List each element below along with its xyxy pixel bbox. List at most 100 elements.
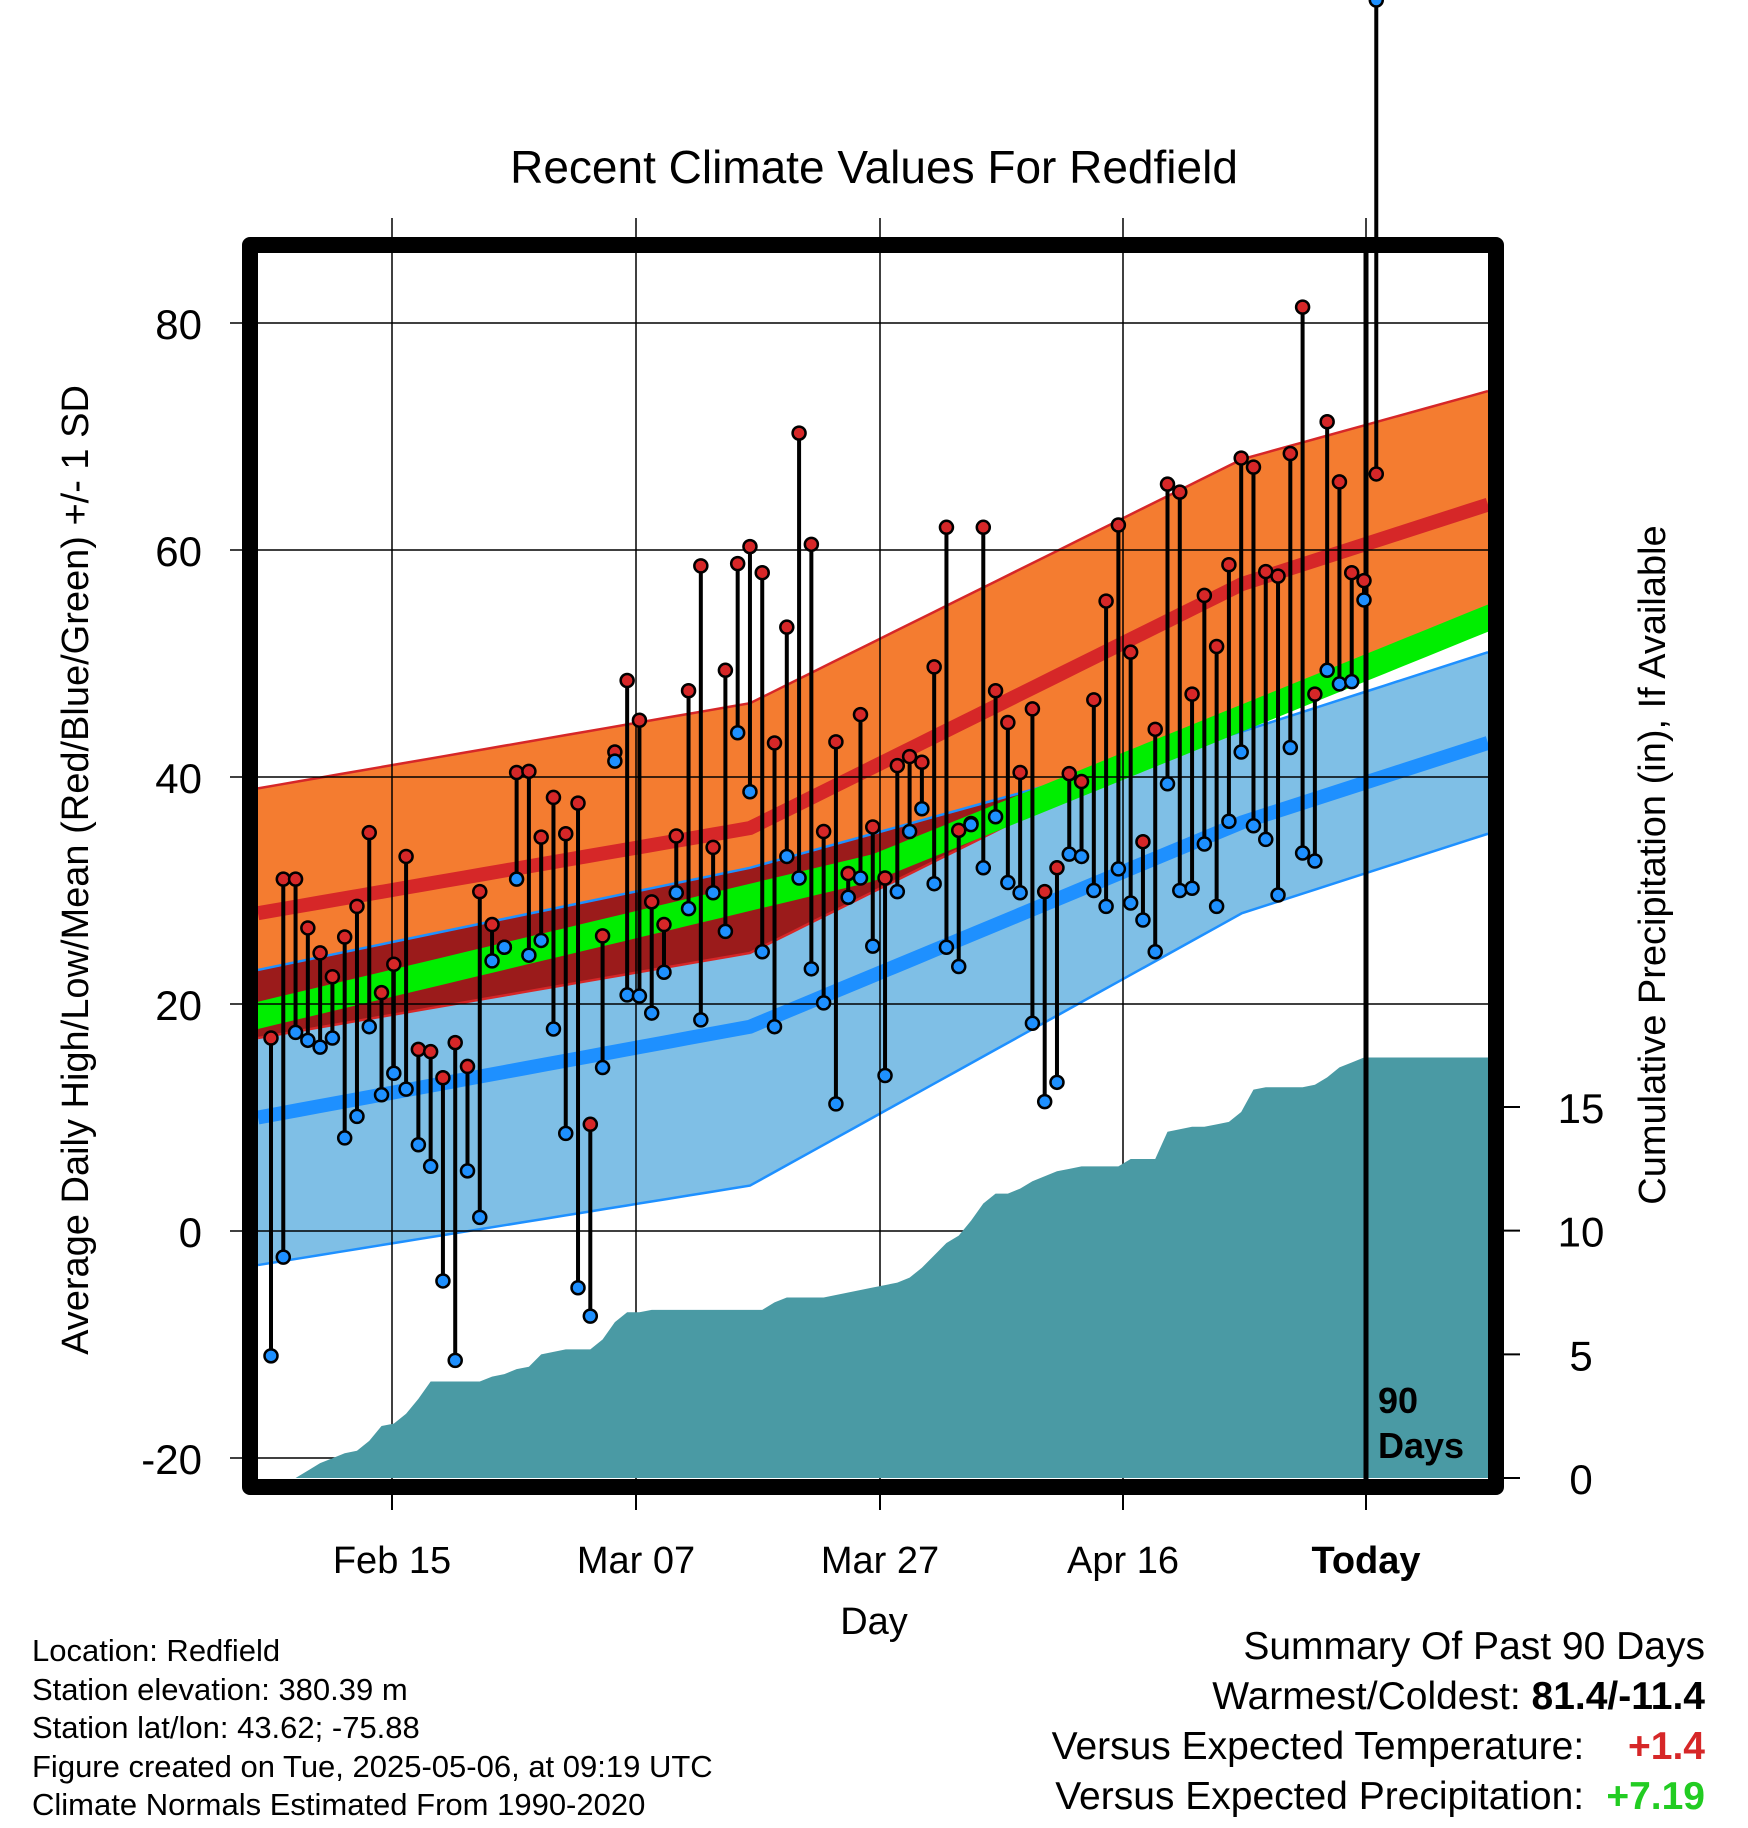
temp-label: Versus Expected Temperature: (1051, 1725, 1585, 1768)
low-point (852, 870, 869, 886)
high-point (1368, 466, 1385, 482)
low-point (1086, 882, 1102, 899)
high-point (950, 822, 967, 839)
high-point (643, 894, 660, 910)
high-point (693, 558, 709, 574)
high-point (828, 734, 844, 750)
low-point (963, 816, 979, 833)
high-point (1159, 476, 1176, 492)
high-point (361, 824, 377, 841)
high-point (1319, 413, 1335, 430)
x-tick-label: Mar 27 (821, 1540, 939, 1582)
high-point (300, 920, 316, 936)
low-point (1159, 776, 1176, 792)
high-point (1245, 459, 1262, 475)
high-point (742, 538, 758, 555)
low-point (766, 1018, 783, 1035)
warm-cold-label: Warmest/Coldest: (1212, 1675, 1521, 1718)
high-point (1331, 474, 1348, 490)
high-point (533, 829, 549, 845)
low-point (1343, 673, 1360, 690)
y-tick-label: 20 (155, 982, 202, 1029)
high-point (1343, 564, 1360, 581)
high-point (410, 1041, 427, 1058)
low-point (926, 875, 942, 892)
x-axis-label: Day (840, 1601, 908, 1643)
high-point (729, 555, 746, 572)
low-point (729, 724, 746, 741)
precip-value: +7.19 (1606, 1775, 1705, 1818)
low-point (398, 1081, 414, 1097)
high-point (717, 662, 734, 679)
high-point (557, 826, 574, 842)
high-point (1184, 686, 1200, 702)
high-point (1061, 765, 1078, 782)
high-point (1135, 833, 1151, 850)
temp-row: Versus Expected Temperature: +1.4 (1052, 1722, 1705, 1772)
high-point (815, 823, 832, 840)
low-point (619, 987, 635, 1003)
low-point (324, 1030, 341, 1046)
high-point (791, 425, 807, 441)
low-point (1221, 813, 1237, 830)
low-point (975, 860, 992, 876)
high-point (1221, 557, 1237, 573)
high-point (1172, 484, 1188, 500)
high-point (324, 969, 341, 985)
low-point (889, 883, 906, 900)
low-point (435, 1273, 451, 1289)
high-point (901, 748, 918, 765)
low-point (263, 1348, 279, 1364)
high-point (1073, 773, 1090, 790)
low-point (447, 1352, 463, 1369)
low-point (1110, 861, 1127, 877)
low-point (742, 784, 758, 800)
low-point (373, 1087, 390, 1103)
low-point (705, 885, 721, 901)
high-point (459, 1058, 476, 1075)
low-point (472, 1209, 488, 1226)
low-point (275, 1249, 292, 1265)
low-point (1049, 1074, 1065, 1091)
high-point (1024, 701, 1041, 717)
high-point (287, 871, 304, 887)
high-point (582, 1116, 599, 1133)
high-point (1270, 568, 1286, 584)
low-point (287, 1024, 304, 1041)
high-point (619, 672, 635, 689)
low-point (1000, 874, 1016, 891)
high-point (877, 870, 893, 886)
summary-title: Summary Of Past 90 Days (1243, 1625, 1705, 1668)
right-tick-label: 15 (1558, 1085, 1605, 1132)
low-point (803, 961, 820, 977)
high-point (1012, 764, 1028, 781)
high-point (754, 564, 770, 581)
low-point (349, 1108, 365, 1125)
low-point (607, 753, 623, 769)
low-point (1368, 0, 1385, 8)
temp-value: +1.4 (1628, 1725, 1705, 1768)
y-tick-label: 60 (155, 528, 202, 575)
low-point (1147, 944, 1163, 960)
low-point (1122, 895, 1139, 911)
low-point (1245, 818, 1262, 834)
days-count-label: 90 (1378, 1380, 1418, 1421)
low-point (336, 1130, 353, 1146)
days-word-label: Days (1378, 1425, 1464, 1466)
high-point (1282, 445, 1299, 462)
high-point (889, 757, 906, 774)
low-point (361, 1018, 377, 1035)
low-point (914, 801, 930, 817)
low-point (1233, 744, 1249, 760)
y-axis-label: Average Daily High/Low/Mean (Red/Blue/Gr… (55, 385, 97, 1355)
station-info: Location: Redfield Station elevation: 38… (32, 1632, 713, 1825)
high-point (373, 984, 390, 1001)
y-tick-label: 80 (155, 301, 202, 348)
high-point (938, 519, 955, 536)
low-point (901, 823, 918, 840)
x-tick-label: Feb 15 (333, 1540, 451, 1582)
high-point (594, 928, 611, 944)
low-point (865, 938, 881, 954)
low-point (779, 848, 795, 865)
x-tick-label: Mar 07 (577, 1540, 695, 1582)
